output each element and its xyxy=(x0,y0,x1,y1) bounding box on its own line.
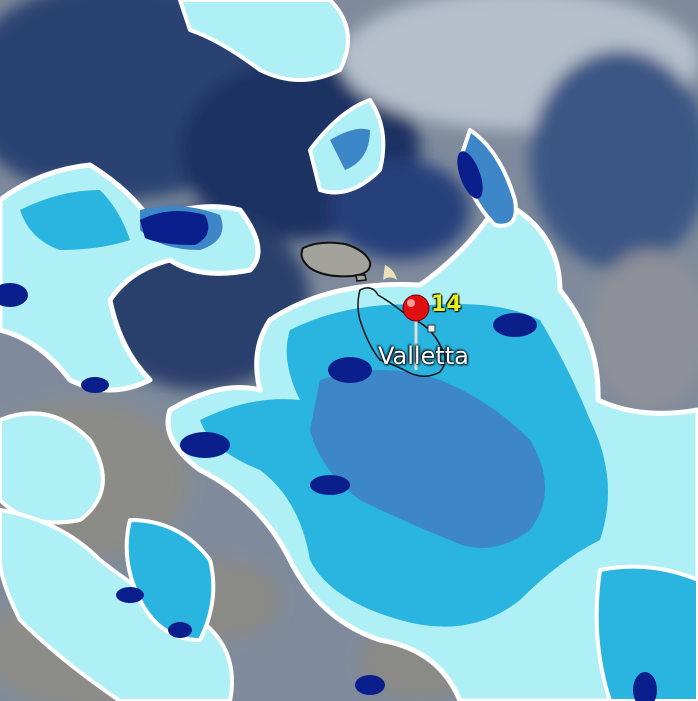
location-pin[interactable] xyxy=(402,294,436,370)
heavy-precip-cores xyxy=(0,151,657,701)
location-value: 14 xyxy=(431,292,462,317)
comino-island xyxy=(355,274,367,282)
moon-marker xyxy=(383,265,397,280)
gozo-island xyxy=(300,241,372,278)
city-label[interactable]: Valletta xyxy=(378,342,469,370)
malta-island xyxy=(357,287,446,377)
